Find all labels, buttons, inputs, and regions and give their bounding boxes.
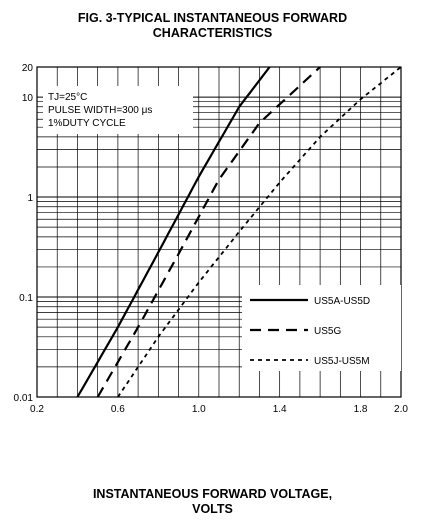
legend-label: US5A-US5D [314, 296, 370, 307]
forward-characteristics-chart: 20 10 1 0.1 0.01 0.2 0.6 1.0 1.4 1.8 2.0 TJ=25°C P… [14, 63, 409, 415]
y-tick-label: 10 [22, 93, 34, 104]
series-line-us5j-us5m [117, 66, 402, 398]
x-tick-label: 0.2 [30, 404, 44, 415]
x-tick-label: 1.0 [192, 404, 206, 415]
condition-line: TJ=25°C [48, 92, 87, 103]
series-line-us5g [96, 66, 321, 398]
grid [37, 67, 401, 397]
condition-line: 1%DUTY CYCLE [48, 118, 126, 129]
y-tick-label: 0.1 [19, 293, 33, 304]
x-tick-label: 1.8 [354, 404, 368, 415]
test-conditions: TJ=25°C PULSE WIDTH=300 μs 1%DUTY CYCLE [43, 86, 193, 134]
legend-label: US5J-US5M [314, 356, 370, 367]
chart-title-line1: FIG. 3-TYPICAL INSTANTANEOUS FORWARD [77, 11, 348, 25]
x-tick-label: 2.0 [394, 404, 408, 415]
y-tick-labels: 20 10 1 0.1 0.01 [14, 63, 34, 404]
x-axis-label-line2: VOLTS [192, 502, 233, 516]
conditions-box [43, 86, 193, 134]
y-tick-label: 0.01 [14, 393, 34, 404]
series-curves [76, 66, 402, 398]
y-tick-label: 1 [27, 193, 33, 204]
legend: US5A-US5D US5G US5J-US5M [242, 285, 401, 371]
condition-line: PULSE WIDTH=300 μs [48, 105, 152, 116]
plot-frame [36, 66, 402, 398]
y-tick-label: 20 [22, 63, 34, 74]
chart-title-line2: CHARACTERISTICS [152, 26, 273, 40]
series-line-us5a-us5d [76, 66, 271, 398]
legend-label: US5G [314, 326, 341, 337]
x-tick-labels: 0.2 0.6 1.0 1.4 1.8 2.0 [30, 404, 408, 415]
x-tick-label: 1.4 [273, 404, 287, 415]
x-tick-label: 0.6 [111, 404, 125, 415]
x-axis-label-line1: INSTANTANEOUS FORWARD VOLTAGE, [92, 487, 333, 501]
